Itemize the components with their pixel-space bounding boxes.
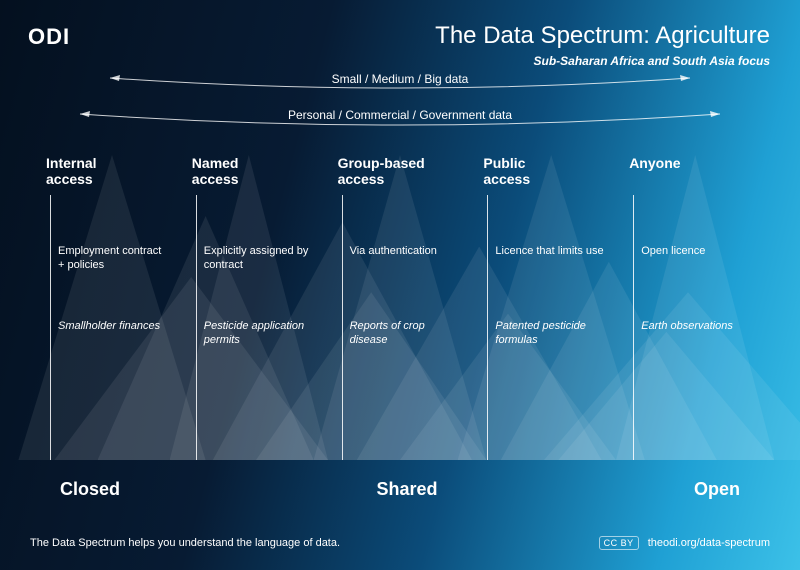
column-example: Patented pesticide formulas (495, 320, 605, 348)
footer-text: The Data Spectrum helps you understand t… (30, 537, 340, 549)
footer: The Data Spectrum helps you understand t… (30, 536, 770, 550)
label-open: Open (694, 479, 740, 500)
columns: Internalaccess Employment contract+ polic… (40, 155, 760, 460)
spectrum-column: Publicaccess Licence that limits use Paten… (477, 155, 614, 460)
logo-letter-d: D (46, 24, 63, 49)
spectrum-column: Anyone Open licence Earth observations (623, 155, 760, 460)
column-example: Earth observations (641, 320, 751, 334)
column-divider-line (342, 195, 343, 460)
column-description: Employment contract+ policies (58, 245, 168, 273)
column-example: Pesticide application permits (204, 320, 314, 348)
column-example: Smallholder finances (58, 320, 168, 334)
column-divider-line (633, 195, 634, 460)
spectrum-labels: Closed Shared Open (60, 479, 740, 500)
column-heading: Group-basedaccess (338, 155, 425, 187)
column-description: Explicitly assigned by contract (204, 245, 314, 273)
column-divider-line (196, 195, 197, 460)
label-closed: Closed (60, 479, 120, 500)
column-example: Reports of crop disease (350, 320, 460, 348)
spectrum-column: Group-basedaccess Via authentication Repor… (332, 155, 469, 460)
cc-badge: CC BY (599, 536, 639, 550)
arc-row-bottom: Personal / Commercial / Government data (60, 106, 740, 136)
column-heading: Namedaccess (192, 155, 239, 187)
subtitle: Sub-Saharan Africa and South Asia focus (435, 54, 770, 68)
spectrum-column: Internalaccess Employment contract+ polic… (40, 155, 177, 460)
column-divider-line (487, 195, 488, 460)
column-heading: Anyone (629, 155, 680, 171)
column-description: Licence that limits use (495, 245, 605, 259)
column-divider-line (50, 195, 51, 460)
column-heading: Publicaccess (483, 155, 530, 187)
footer-right: CC BY theodi.org/data-spectrum (599, 536, 770, 550)
spectrum-column: Namedaccess Explicitly assigned by contra… (186, 155, 323, 460)
arc-container: Small / Medium / Big data Personal / Com… (60, 70, 740, 140)
title-block: The Data Spectrum: Agriculture Sub-Sahar… (435, 22, 770, 68)
arc-bottom-text: Personal / Commercial / Government data (288, 106, 512, 122)
arc-row-top: Small / Medium / Big data (60, 70, 740, 100)
logo-letter-i: I (63, 24, 70, 49)
label-shared: Shared (376, 479, 437, 500)
odi-logo: ODI (28, 24, 70, 50)
footer-link: theodi.org/data-spectrum (648, 537, 770, 549)
logo-letter-o: O (28, 24, 46, 49)
column-heading: Internalaccess (46, 155, 97, 187)
column-description: Via authentication (350, 245, 460, 259)
column-description: Open licence (641, 245, 751, 259)
data-spectrum-canvas: ODI The Data Spectrum: Agriculture Sub-S… (0, 0, 800, 570)
arc-top-text: Small / Medium / Big data (332, 70, 469, 86)
main-title: The Data Spectrum: Agriculture (435, 22, 770, 50)
